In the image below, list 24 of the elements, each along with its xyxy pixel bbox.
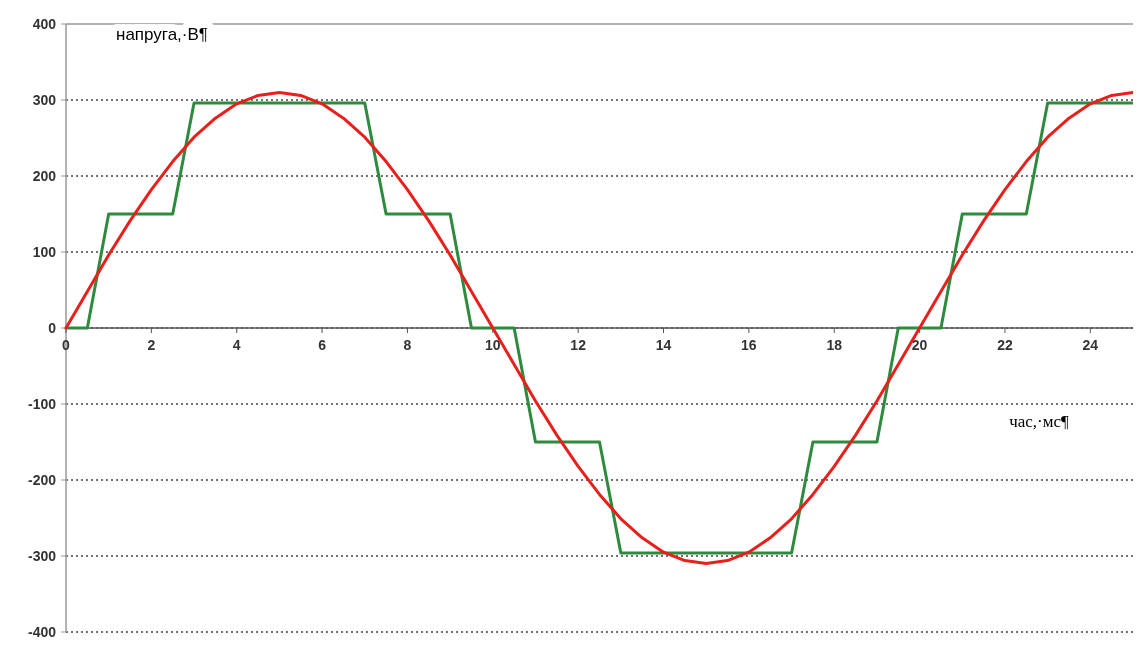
x-tick-label: 10	[485, 337, 501, 353]
x-tick-label: 8	[403, 337, 412, 353]
y-tick-label: -300	[27, 548, 57, 564]
x-tick-label: 22	[997, 337, 1013, 353]
y-tick-label: 400	[32, 16, 57, 32]
y-tick-label: 100	[32, 244, 57, 260]
y-tick-label: 300	[32, 92, 57, 108]
y-tick-label: 0	[48, 320, 57, 336]
x-axis-title: час,·мс¶	[1009, 411, 1070, 431]
x-tick-label: 12	[570, 337, 587, 353]
y-tick-label: 200	[32, 168, 57, 184]
y-tick-label: -200	[27, 472, 57, 488]
x-tick-label: 18	[826, 337, 843, 353]
x-tick-label: 4	[232, 337, 241, 353]
x-tick-label: 16	[741, 337, 757, 353]
x-tick-label: 20	[911, 337, 928, 353]
x-tick-label: 0	[62, 337, 71, 353]
x-tick-label: 24	[1082, 337, 1099, 353]
y-tick-label: -100	[27, 396, 57, 412]
y-axis-title: напруга,·В¶	[116, 25, 208, 44]
x-tick-label: 14	[655, 337, 672, 353]
x-tick-label: 2	[147, 337, 156, 353]
x-tick-label: 6	[318, 337, 327, 353]
y-tick-label: -400	[27, 624, 57, 640]
